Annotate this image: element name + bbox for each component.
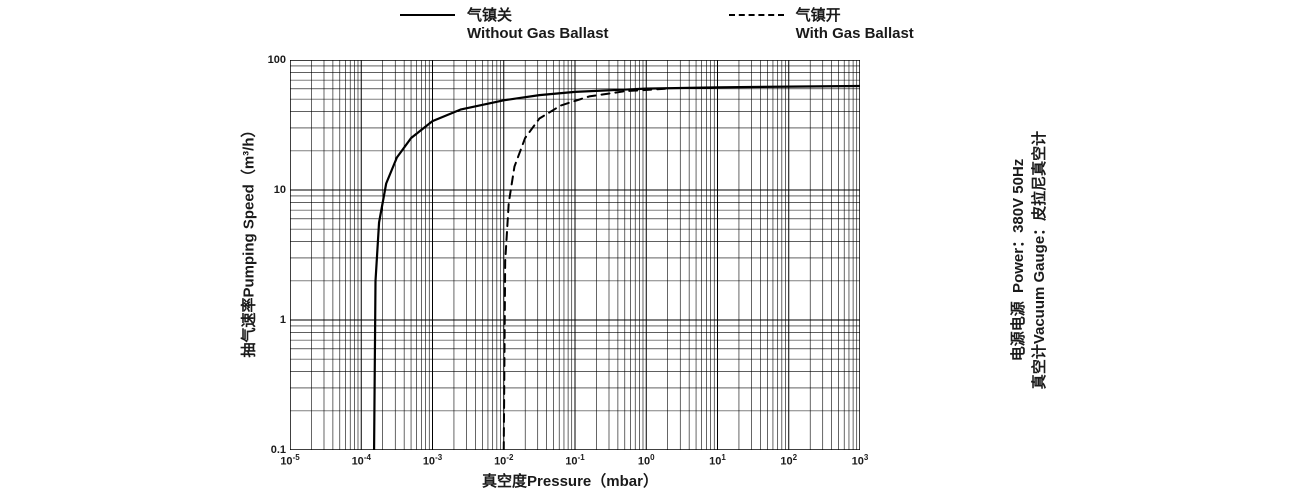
- x-tick-label: 103: [852, 453, 869, 468]
- x-label-en: Pressure: [527, 473, 591, 490]
- right-note-power-en: Power：380V 50Hz: [1011, 159, 1028, 293]
- y-label-cn: 抽气速率: [241, 298, 258, 358]
- y-label-unit: （m³/h）: [241, 122, 258, 184]
- x-tick-label: 10-2: [494, 453, 513, 468]
- y-tick-label: 10: [260, 184, 286, 196]
- chart-container: 气镇关 Without Gas Ballast 气镇开 With Gas Bal…: [0, 0, 1300, 500]
- plot-svg: [290, 60, 860, 450]
- y-tick-label: 100: [260, 54, 286, 66]
- x-tick-label: 10-1: [565, 453, 584, 468]
- x-tick-label: 102: [780, 453, 797, 468]
- x-label-cn: 真空度: [482, 473, 527, 490]
- legend-label-en: Without Gas Ballast: [467, 25, 609, 42]
- legend-row: 气镇关: [400, 4, 512, 25]
- right-note-power-cn: 电源电源: [1011, 301, 1028, 361]
- legend-line-dashed: [729, 14, 784, 16]
- legend-label-cn: 气镇开: [796, 4, 841, 25]
- x-tick-label: 10-4: [352, 453, 371, 468]
- x-label-unit: （mbar）: [591, 473, 658, 490]
- legend-label-cn: 气镇关: [467, 4, 512, 25]
- x-tick-label: 101: [709, 453, 726, 468]
- legend-item-solid: 气镇关 Without Gas Ballast: [400, 4, 609, 42]
- legend: 气镇关 Without Gas Ballast 气镇开 With Gas Bal…: [400, 4, 960, 42]
- y-label-en: Pumping Speed: [241, 184, 258, 297]
- right-note-gauge: 真空计Vacuum Gauge：皮拉尼真空计: [1028, 131, 1049, 389]
- legend-row: 气镇开: [729, 4, 841, 25]
- legend-item-dashed: 气镇开 With Gas Ballast: [729, 4, 914, 42]
- x-tick-label: 100: [638, 453, 655, 468]
- right-note-power: 电源电源 Power：380V 50Hz: [1008, 159, 1029, 362]
- right-note-gauge-text: 真空计Vacuum Gauge：皮拉尼真空计: [1031, 131, 1048, 389]
- y-tick-label: 1: [260, 314, 286, 326]
- legend-line-solid: [400, 14, 455, 16]
- x-tick-label: 10-5: [280, 453, 299, 468]
- legend-label-en: With Gas Ballast: [796, 25, 914, 42]
- x-tick-label: 10-3: [423, 453, 442, 468]
- x-axis-label: 真空度Pressure（mbar）: [482, 470, 658, 491]
- y-axis-label: 抽气速率Pumping Speed（m³/h）: [238, 122, 259, 357]
- plot-area: 0.1110100 10-510-410-310-210-11001011021…: [290, 60, 860, 450]
